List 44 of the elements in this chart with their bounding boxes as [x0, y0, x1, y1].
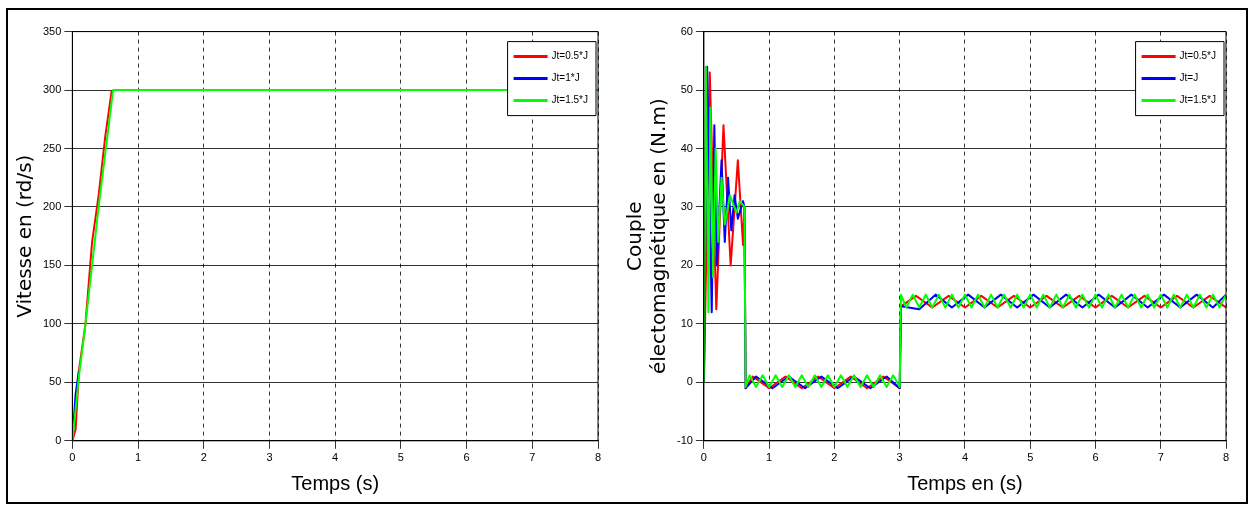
x-axis-title: Temps en (s)	[907, 471, 1023, 494]
y-tick-label: 200	[42, 200, 62, 212]
y-tick-label: 50	[680, 83, 693, 96]
y-tick-label: 0	[55, 433, 62, 446]
y-tick-label: 350	[42, 24, 62, 37]
y-tick-label: 30	[680, 200, 693, 212]
x-tick-label: 3	[896, 451, 903, 464]
x-tick-label: 2	[831, 451, 838, 464]
legend-label: Jt=0.5*J	[1179, 50, 1217, 62]
y-tick-label: 250	[42, 141, 62, 154]
x-tick-label: 0	[69, 451, 76, 464]
x-tick-label: 1	[135, 451, 142, 464]
legend-label: Jt=1.5*J	[551, 94, 589, 106]
x-tick-label: 4	[961, 451, 969, 464]
x-tick-label: 1	[766, 451, 773, 464]
y-axis-title: Couple électomagnétique en (N.m)	[622, 98, 671, 375]
y-tick-label: 300	[42, 83, 62, 96]
x-tick-label: 3	[266, 451, 273, 464]
x-tick-label: 6	[1092, 451, 1099, 464]
legend-label: Jt=0.5*J	[551, 50, 589, 62]
y-tick-label: 20	[680, 258, 693, 271]
x-tick-label: 2	[200, 451, 207, 464]
y-tick-label: -10	[676, 433, 693, 446]
y-axis-title: Vitesse en (rd/s)	[12, 154, 37, 318]
legend-label: Jt=1*J	[551, 72, 580, 84]
x-tick-label: 5	[397, 451, 404, 464]
x-tick-label: 4	[332, 451, 339, 464]
x-tick-label: 8	[594, 451, 602, 464]
y-tick-label: 60	[680, 24, 693, 37]
y-tick-label: 100	[42, 316, 62, 329]
y-tick-label: 0	[686, 375, 693, 388]
x-tick-label: 5	[1027, 451, 1034, 464]
x-tick-label: 7	[1157, 451, 1164, 464]
x-axis-title: Temps (s)	[291, 471, 380, 494]
y-tick-label: 150	[42, 258, 62, 271]
y-tick-label: 50	[49, 375, 62, 388]
x-tick-label: 6	[463, 451, 470, 464]
legend-label: Jt=J	[1179, 72, 1199, 84]
legend-label: Jt=1.5*J	[1179, 94, 1217, 106]
x-tick-label: 8	[1222, 451, 1230, 464]
x-tick-label: 0	[700, 451, 707, 464]
y-tick-label: 40	[680, 141, 693, 154]
x-tick-label: 7	[529, 451, 536, 464]
y-tick-label: 10	[680, 316, 693, 329]
